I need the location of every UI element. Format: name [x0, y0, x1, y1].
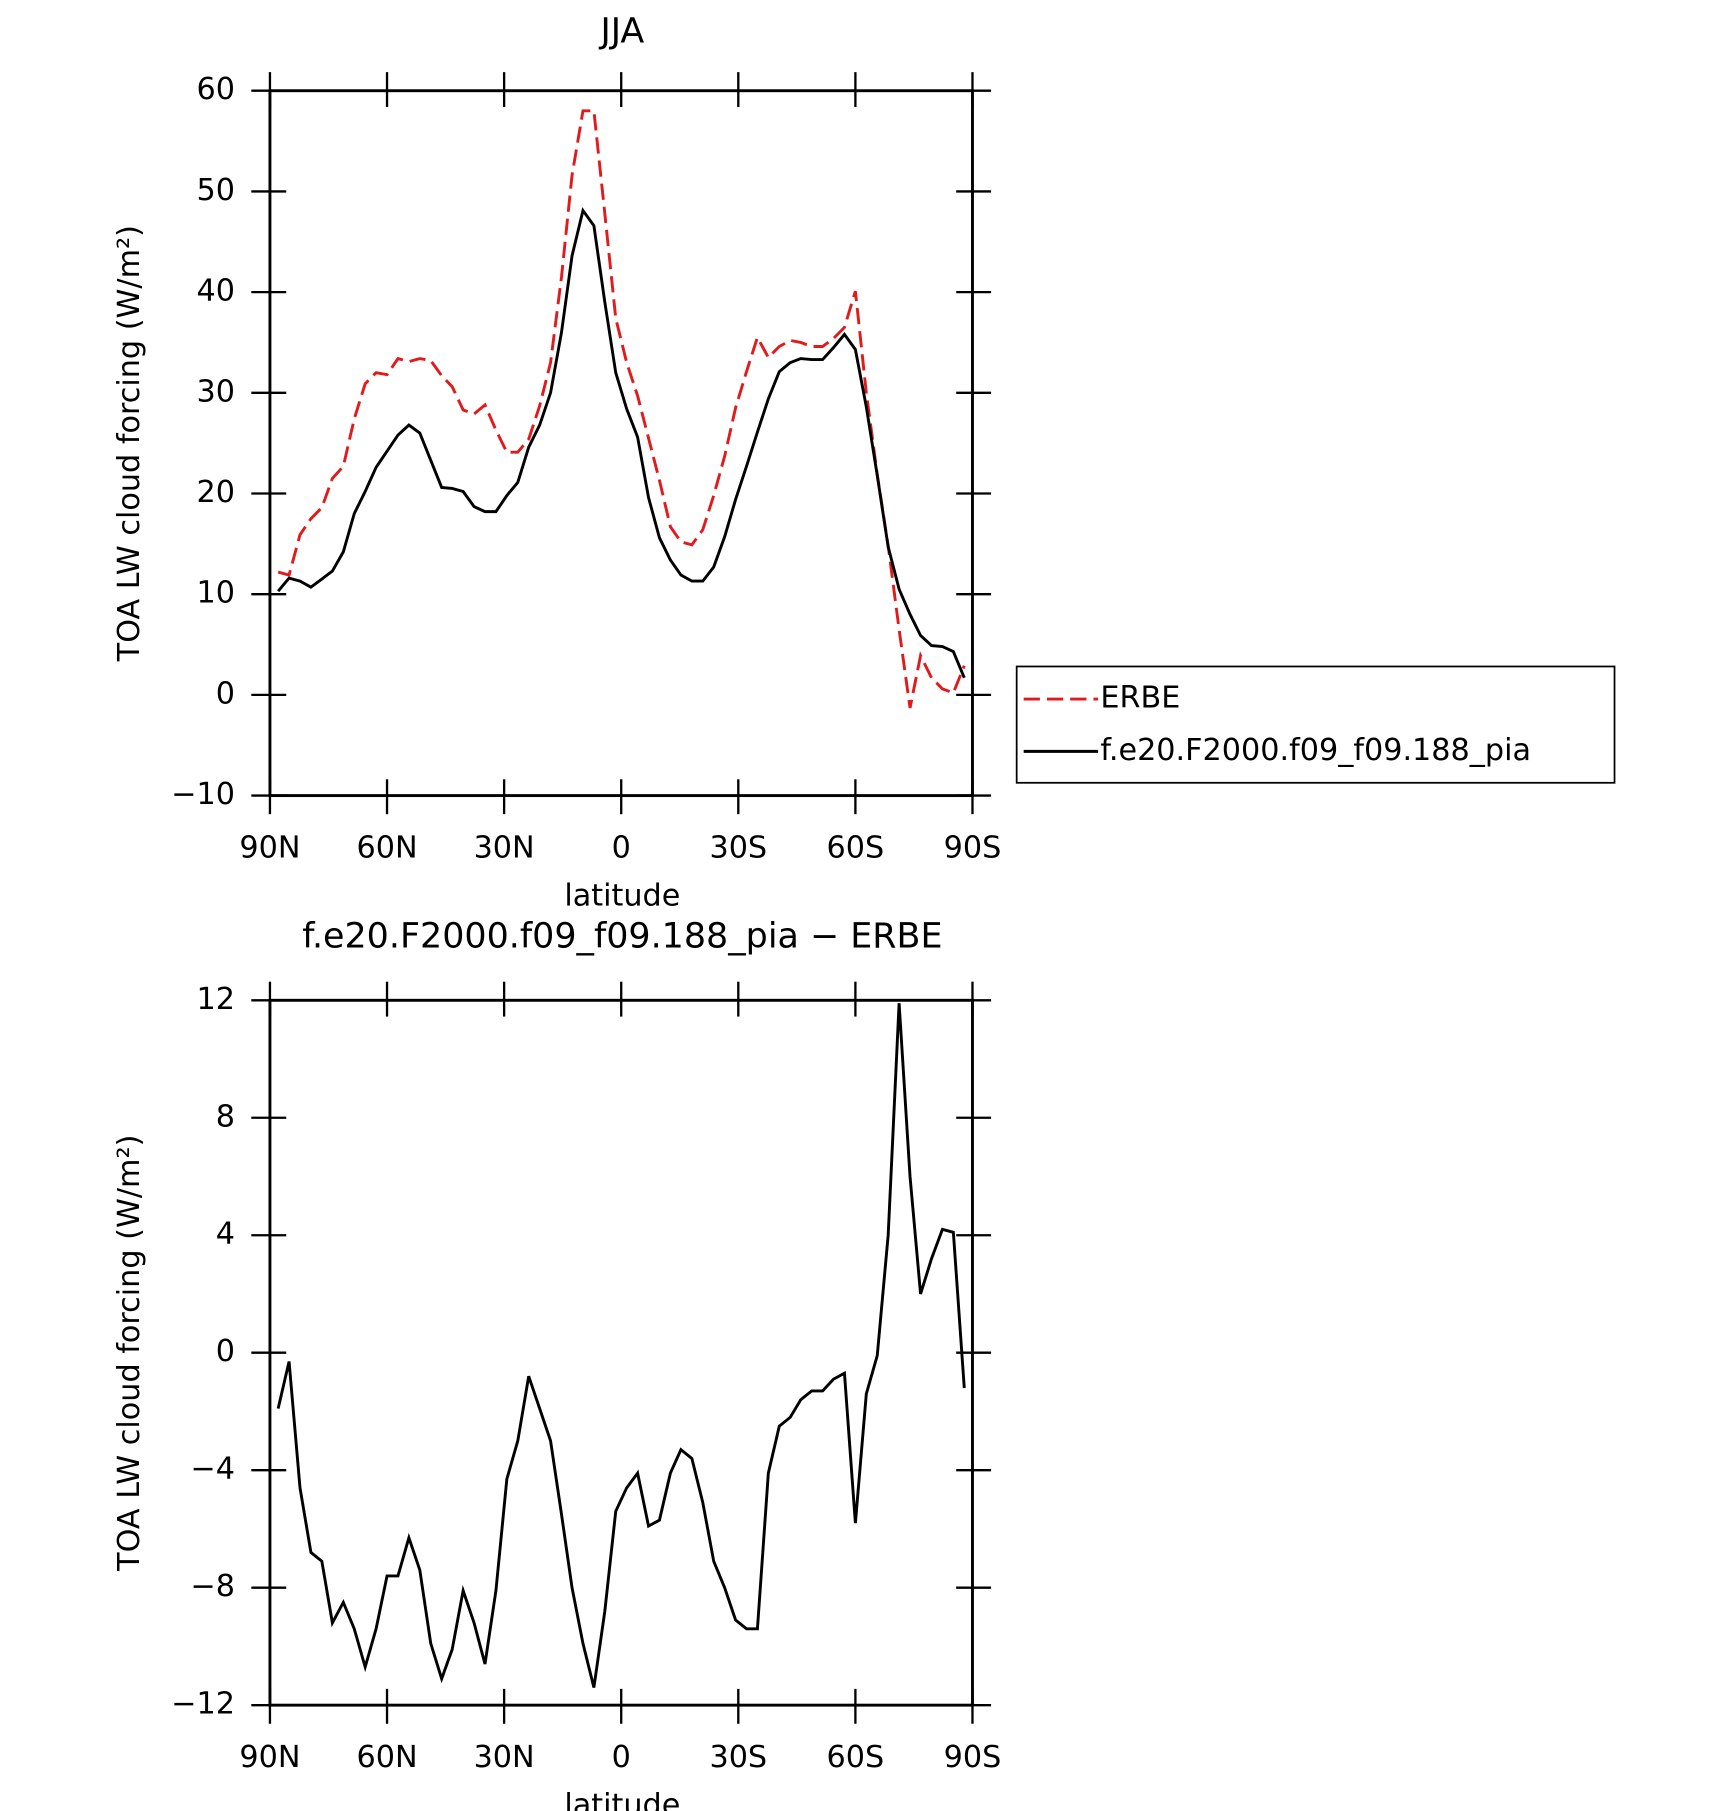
x-tick-label: 30S [709, 1740, 767, 1775]
y-tick-label: 20 [197, 475, 235, 510]
x-tick-label: 60S [827, 1740, 885, 1775]
x-tick-label: 0 [612, 831, 631, 866]
x-tick-label: 90S [944, 1740, 1002, 1775]
y-tick-label: −4 [190, 1452, 235, 1487]
x-tick-label: 60N [356, 831, 417, 866]
y-tick-label: 60 [197, 72, 235, 107]
x-axis-label: latitude [564, 1788, 680, 1811]
y-tick-label: −12 [171, 1687, 235, 1722]
x-tick-label: 30S [709, 831, 767, 866]
x-tick-label: 30N [474, 1740, 535, 1775]
x-tick-label: 90N [239, 1740, 300, 1775]
y-tick-label: 8 [216, 1099, 235, 1134]
y-tick-label: −10 [171, 777, 235, 812]
y-tick-label: 40 [197, 274, 235, 309]
x-axis-label: latitude [564, 878, 680, 913]
y-tick-label: 4 [216, 1217, 235, 1252]
x-tick-label: 60S [827, 831, 885, 866]
legend-box [1015, 665, 1616, 784]
y-tick-label: 0 [216, 1334, 235, 1369]
y-tick-label: −8 [190, 1569, 235, 1604]
y-tick-label: 12 [197, 982, 235, 1017]
chart-title: f.e20.F2000.f09_f09.188_pia − ERBE [302, 916, 942, 956]
plot-frame [268, 89, 974, 798]
data-line [277, 207, 966, 679]
y-tick-label: 0 [216, 676, 235, 711]
x-tick-label: 30N [474, 831, 535, 866]
x-tick-label: 90S [944, 831, 1002, 866]
y-axis-label: TOA LW cloud forcing (W/m²) [112, 1135, 147, 1572]
data-line [276, 1003, 966, 1688]
data-line [277, 109, 966, 709]
y-axis-label: TOA LW cloud forcing (W/m²) [112, 225, 147, 662]
y-tick-label: 30 [197, 374, 235, 409]
x-tick-label: 60N [356, 1740, 417, 1775]
x-tick-label: 90N [239, 831, 300, 866]
y-tick-label: 50 [197, 173, 235, 208]
plot-frame [268, 998, 974, 1707]
y-tick-label: 10 [197, 576, 235, 611]
chart-title: JJA [598, 12, 644, 52]
x-tick-label: 0 [612, 1740, 631, 1775]
legend-label: ERBE [1100, 681, 1180, 716]
legend-label: f.e20.F2000.f09_f09.188_pia [1100, 733, 1531, 768]
